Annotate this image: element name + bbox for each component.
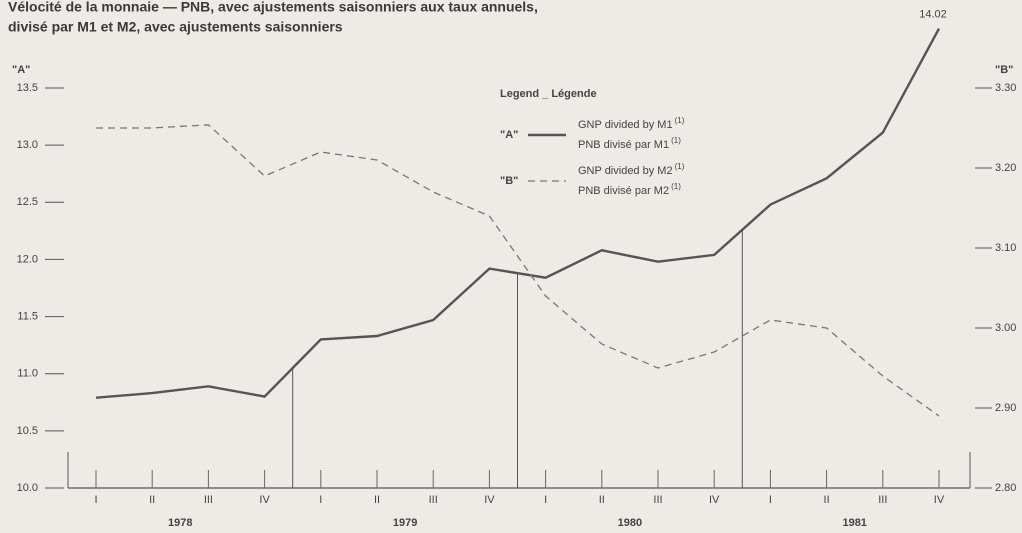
y2-tick-label: 3.10 bbox=[995, 242, 1016, 254]
legend-key: "A" bbox=[500, 129, 518, 141]
x-tick-label: I bbox=[544, 494, 547, 506]
x-tick-label: I bbox=[94, 494, 97, 506]
x-tick-label: II bbox=[599, 494, 605, 506]
chart-subtitle: divisé par M1 et M2, avec ajustements sa… bbox=[8, 19, 343, 35]
legend-key: "B" bbox=[500, 175, 518, 187]
year-label: 1979 bbox=[393, 517, 417, 529]
y2-tick-label: 2.90 bbox=[995, 402, 1016, 414]
y-tick-label: 10.5 bbox=[17, 425, 38, 437]
y2-tick-label: 2.80 bbox=[995, 482, 1016, 494]
y2-tick-label: 3.00 bbox=[995, 322, 1016, 334]
legend-name-fr: PNB divisé par M2 bbox=[578, 185, 669, 197]
legend-name-fr: PNB divisé par M1 bbox=[578, 139, 669, 151]
legend-footnote: (1) bbox=[675, 162, 685, 171]
legend-footnote: (1) bbox=[675, 116, 685, 125]
y-tick-label: 12.5 bbox=[17, 196, 38, 208]
legend-name: GNP divided by M2 bbox=[578, 165, 673, 177]
year-label: 1978 bbox=[168, 517, 192, 529]
legend-footnote: (1) bbox=[671, 182, 681, 191]
data-label: 14.02 bbox=[919, 8, 947, 20]
x-tick-label: II bbox=[149, 494, 155, 506]
year-label: 1980 bbox=[618, 517, 642, 529]
x-tick-label: I bbox=[319, 494, 322, 506]
y2-axis-label: "B" bbox=[995, 64, 1013, 76]
legend-name: GNP divided by M1 bbox=[578, 119, 673, 131]
x-tick-label: II bbox=[824, 494, 830, 506]
x-tick-label: IV bbox=[709, 494, 720, 506]
y-tick-label: 10.0 bbox=[17, 482, 38, 494]
legend-title: Legend _ Légende bbox=[500, 88, 597, 100]
line-series bbox=[96, 124, 940, 417]
x-tick-label: III bbox=[653, 494, 662, 506]
y-tick-label: 11.5 bbox=[17, 310, 38, 322]
legend-label-fr: PNB divisé par M1 (1) bbox=[578, 136, 681, 151]
legend-label: GNP divided by M2 (1) bbox=[578, 162, 685, 177]
x-tick-label: IV bbox=[484, 494, 495, 506]
legend-footnote: (1) bbox=[671, 136, 681, 145]
x-tick-label: IV bbox=[259, 494, 270, 506]
legend-label: GNP divided by M1 (1) bbox=[578, 116, 685, 131]
y-tick-label: 13.0 bbox=[17, 139, 38, 151]
x-tick-label: I bbox=[769, 494, 772, 506]
x-tick-label: III bbox=[878, 494, 887, 506]
y-tick-label: 12.0 bbox=[17, 253, 38, 265]
y-tick-label: 13.5 bbox=[17, 82, 38, 94]
y-tick-label: 11.0 bbox=[17, 368, 38, 380]
x-tick-label: IV bbox=[934, 494, 945, 506]
line-series bbox=[95, 28, 941, 399]
x-tick-label: III bbox=[204, 494, 213, 506]
y2-tick-label: 3.20 bbox=[995, 162, 1016, 174]
y2-tick-label: 3.30 bbox=[995, 82, 1016, 94]
year-label: 1981 bbox=[842, 517, 866, 529]
x-tick-label: II bbox=[374, 494, 380, 506]
y-axis-label: "A" bbox=[12, 64, 30, 76]
legend-label-fr: PNB divisé par M2 (1) bbox=[578, 182, 681, 197]
chart-title: Vélocité de la monnaie — PNB, avec ajust… bbox=[8, 0, 538, 15]
x-tick-label: III bbox=[429, 494, 438, 506]
